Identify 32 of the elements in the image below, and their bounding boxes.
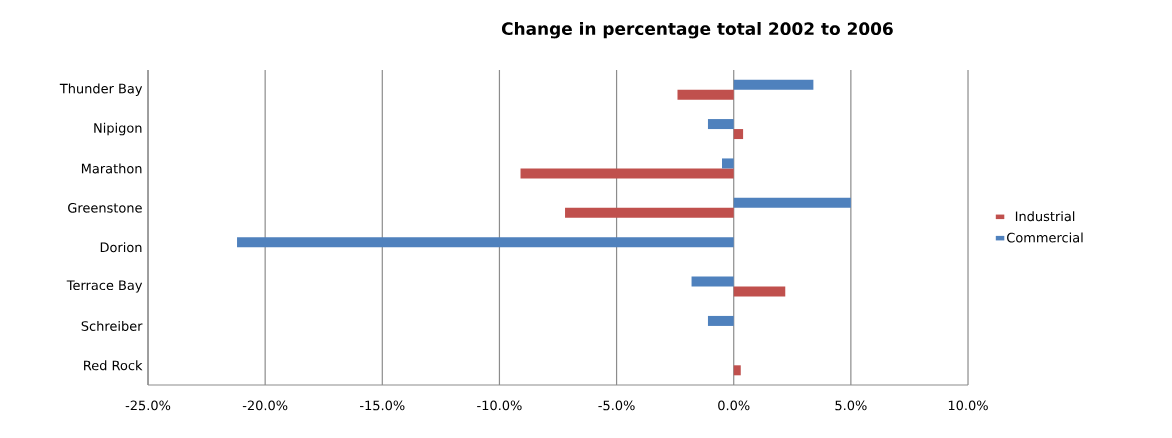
x-tick-label: 10.0% <box>948 400 988 411</box>
bar <box>707 119 734 130</box>
x-tick-label: -20.0% <box>242 400 288 411</box>
x-tick-label: -10.0% <box>477 400 522 411</box>
bar <box>691 276 734 287</box>
legend-label: Commercial <box>1007 232 1083 243</box>
bar <box>722 158 734 169</box>
y-tick-label: Marathon <box>81 163 142 174</box>
bar <box>565 207 734 218</box>
y-tick-label: Thunder Bay <box>59 83 143 96</box>
bar <box>733 286 786 297</box>
x-tick-label: -15.0% <box>360 400 405 411</box>
x-tick-label: -25.0% <box>125 400 171 411</box>
bar <box>733 79 814 90</box>
bar <box>707 315 734 326</box>
bar <box>237 237 734 248</box>
y-tick-label: Nipigon <box>94 122 142 136</box>
x-tick-label: 0.0% <box>718 400 750 411</box>
chart-title: Change in percentage total 2002 to 2006 <box>501 21 893 39</box>
y-tick-label: Schreiber <box>81 320 143 331</box>
y-tick-label: Red Rock <box>84 360 143 371</box>
y-tick-label: Greenstone <box>68 202 142 213</box>
bar <box>733 197 851 208</box>
x-tick-label: -5.0% <box>598 400 635 411</box>
legend-label: Industrial <box>1015 211 1075 222</box>
bar <box>677 89 734 100</box>
y-tick-label: Dorion <box>100 242 142 253</box>
bar <box>520 168 734 179</box>
x-tick-label: 5.0% <box>835 400 867 411</box>
bar <box>733 365 741 376</box>
y-tick-label: Terrace Bay <box>66 280 143 293</box>
bar <box>733 129 744 140</box>
